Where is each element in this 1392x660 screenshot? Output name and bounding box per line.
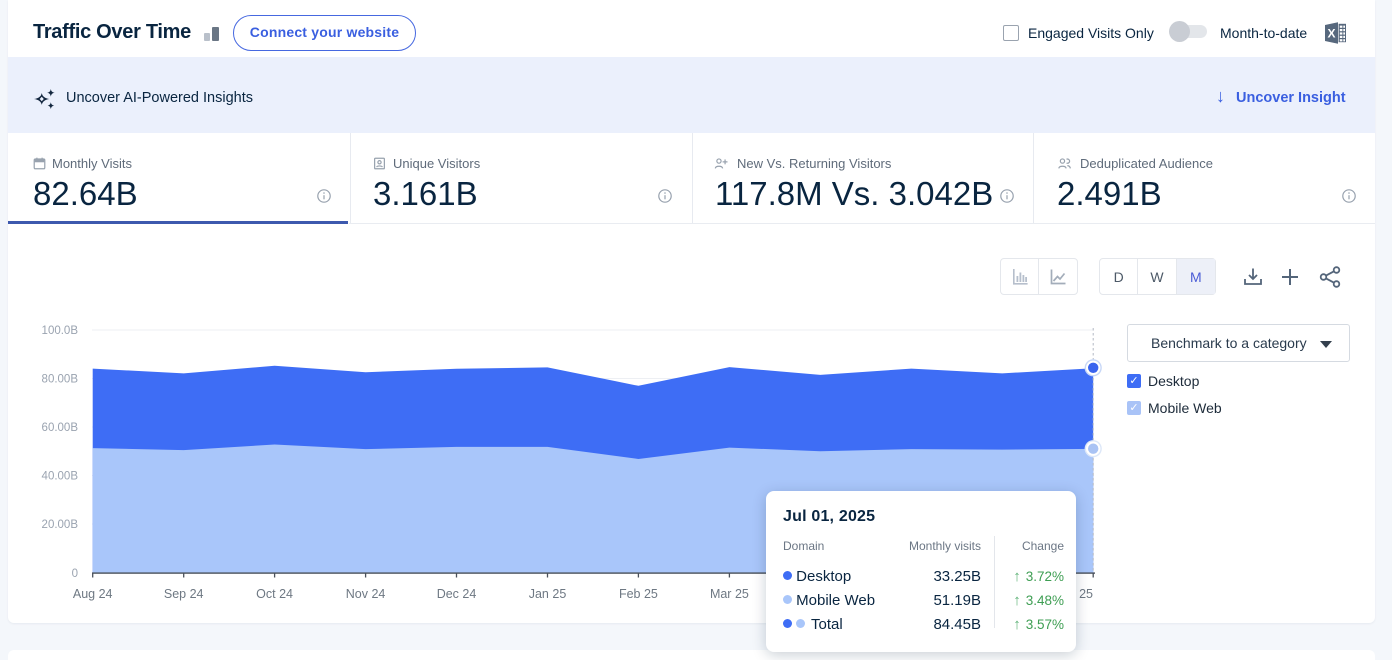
svg-text:100.0B: 100.0B — [42, 325, 79, 337]
svg-text:40.00B: 40.00B — [42, 471, 79, 483]
svg-text:0: 0 — [72, 568, 78, 580]
svg-text:Mar 25: Mar 25 — [710, 587, 749, 601]
svg-text:Aug 24: Aug 24 — [73, 587, 113, 601]
svg-text:20.00B: 20.00B — [42, 519, 79, 531]
svg-text:Jan 25: Jan 25 — [529, 587, 567, 601]
svg-text:Feb 25: Feb 25 — [619, 587, 658, 601]
svg-text:Nov 24: Nov 24 — [346, 587, 386, 601]
svg-text:60.00B: 60.00B — [42, 422, 79, 434]
svg-text:Sep 24: Sep 24 — [164, 587, 204, 601]
svg-text:Dec 24: Dec 24 — [437, 587, 477, 601]
svg-text:X: X — [1327, 27, 1335, 41]
svg-text:Oct 24: Oct 24 — [256, 587, 293, 601]
svg-text:80.00B: 80.00B — [42, 374, 79, 386]
